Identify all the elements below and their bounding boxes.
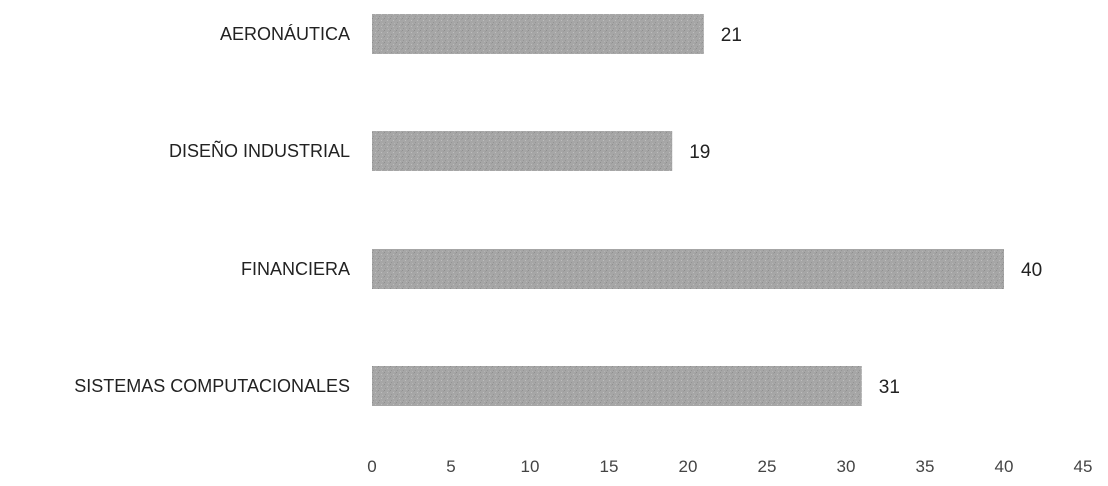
labels-layer: AERONÁUTICA 21 DISEÑO INDUSTRIAL 19 FINANCIE… [74, 24, 1042, 398]
category-label-diseno-industrial: DISEÑO INDUSTRIAL [169, 140, 350, 161]
x-tick-label: 30 [837, 457, 856, 476]
x-tick-label: 10 [521, 457, 540, 476]
value-label-financiera: 40 [1021, 260, 1042, 281]
category-label-financiera: FINANCIERA [241, 259, 350, 279]
x-tick-label: 35 [916, 457, 935, 476]
value-label-diseno-industrial: 19 [689, 142, 710, 163]
x-tick-label: 45 [1074, 457, 1093, 476]
bars-layer [372, 14, 1004, 406]
x-axis: 0 5 10 15 20 25 30 35 40 45 [367, 457, 1092, 476]
category-label-sistemas-computacionales: SISTEMAS COMPUTACIONALES [74, 376, 350, 396]
x-tick-label: 20 [679, 457, 698, 476]
bar-aeronautica [372, 14, 704, 54]
x-tick-label: 5 [446, 457, 455, 476]
value-label-aeronautica: 21 [721, 25, 742, 46]
value-label-sistemas-computacionales: 31 [879, 377, 900, 398]
x-tick-label: 0 [367, 457, 376, 476]
category-label-aeronautica: AERONÁUTICA [220, 24, 350, 44]
bar-diseno-industrial [372, 131, 673, 171]
x-tick-label: 15 [600, 457, 619, 476]
x-tick-label: 25 [758, 457, 777, 476]
bar-sistemas-computacionales [372, 366, 862, 406]
x-tick-label: 40 [995, 457, 1014, 476]
bar-financiera [372, 249, 1004, 289]
